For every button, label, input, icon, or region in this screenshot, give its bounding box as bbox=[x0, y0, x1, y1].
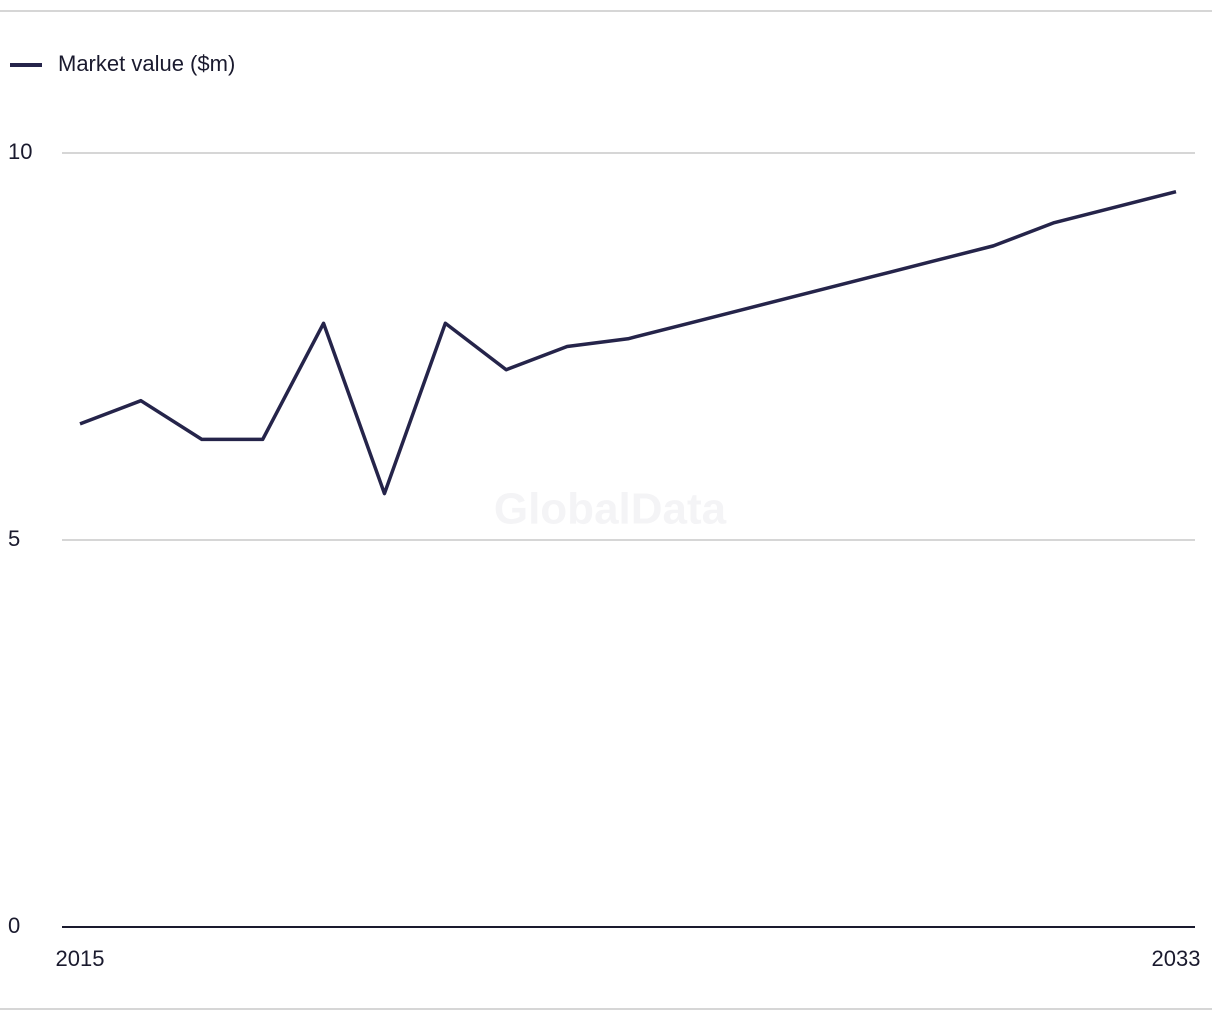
watermark: GlobalData bbox=[494, 485, 727, 534]
y-tick-label: 10 bbox=[8, 139, 32, 164]
series-line bbox=[79, 190, 1177, 496]
x-tick-label: 2015 bbox=[56, 946, 105, 971]
y-tick-label: 5 bbox=[8, 526, 20, 551]
x-tick-label: 2033 bbox=[1152, 946, 1201, 971]
legend-label: Market value ($m) bbox=[58, 51, 235, 76]
y-tick-label: 0 bbox=[8, 913, 20, 938]
